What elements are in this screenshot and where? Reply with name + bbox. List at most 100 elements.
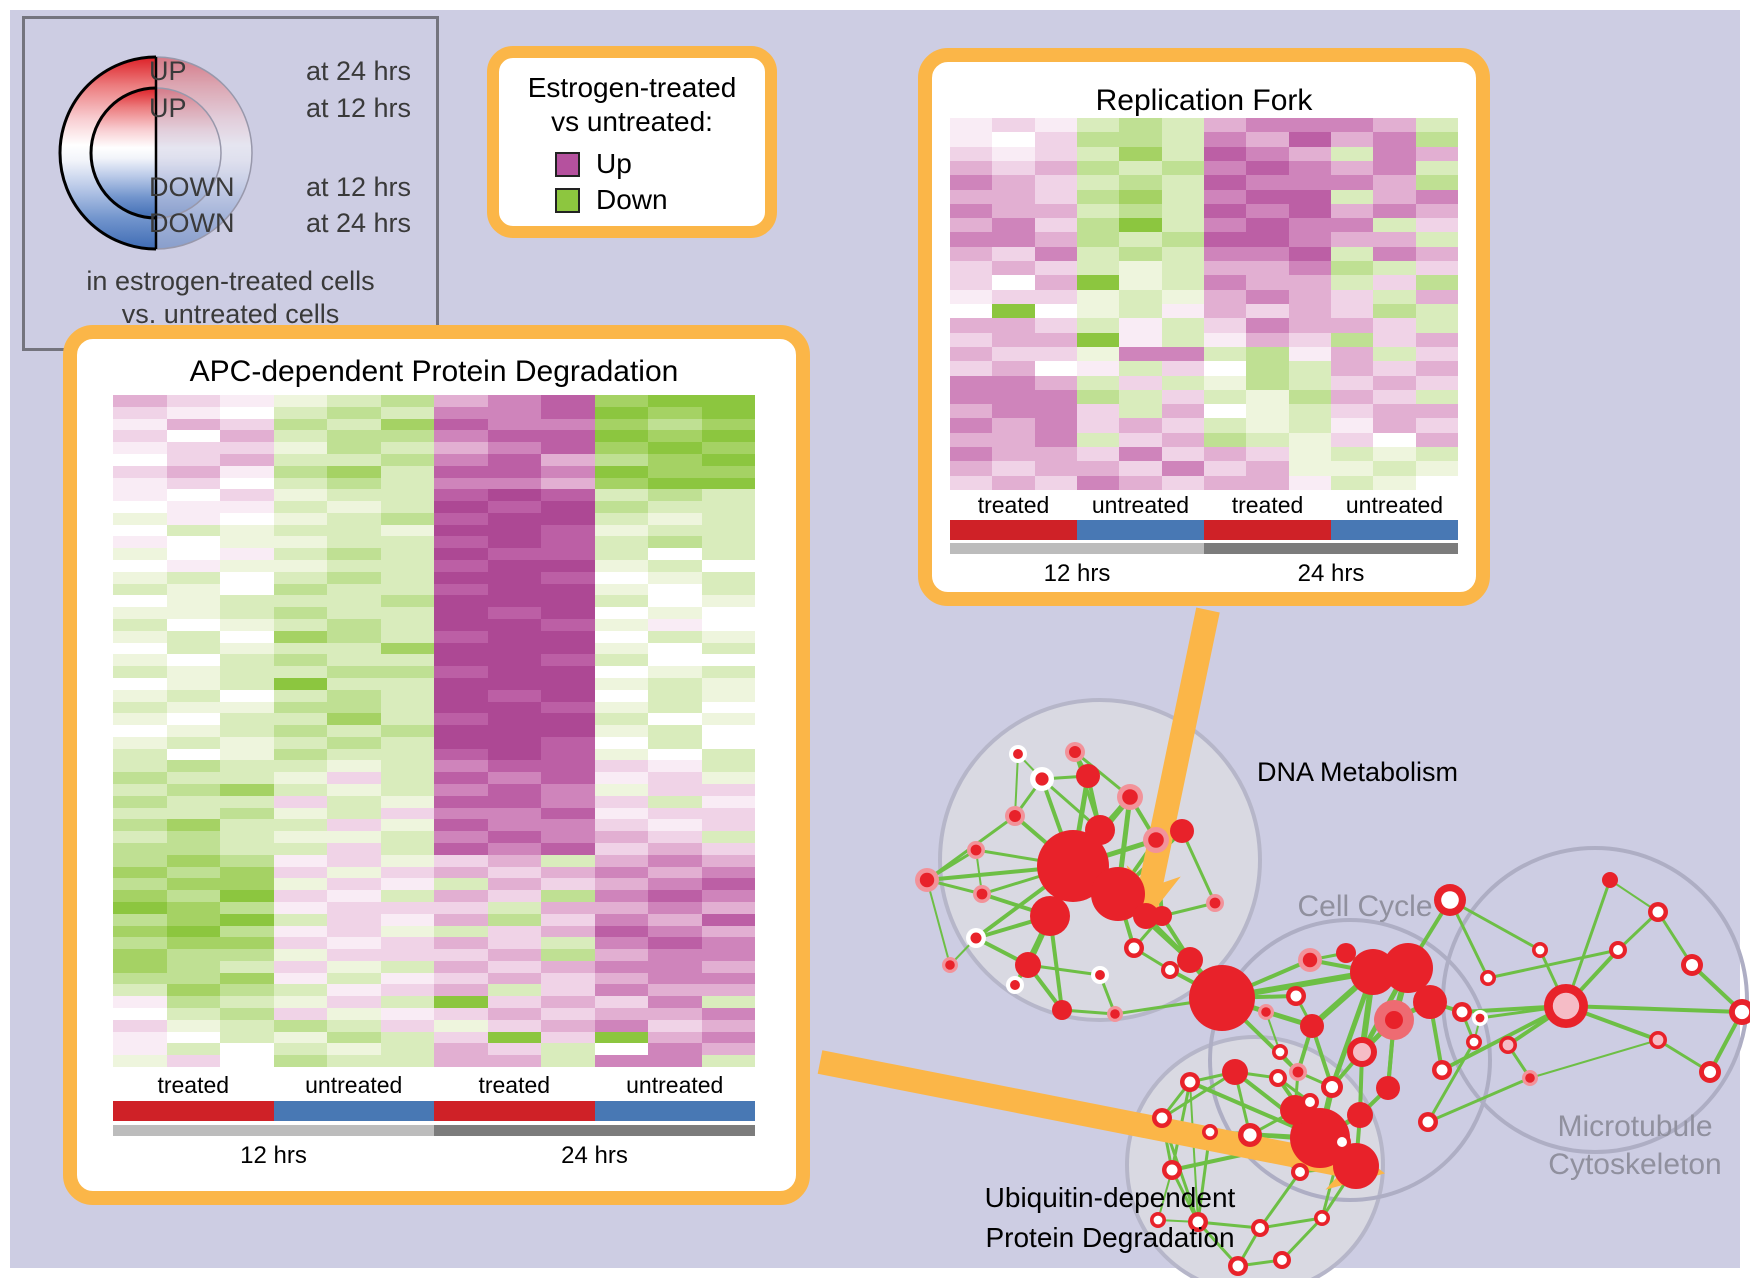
heatmap-cell — [541, 901, 595, 914]
panel-to-cluster-arrow — [1126, 607, 1220, 925]
heatmap-cell — [220, 760, 274, 773]
heatmap-cell — [594, 442, 648, 454]
heatmap-cell — [327, 583, 381, 596]
heatmap-cell — [166, 630, 220, 643]
heatmap-cell — [1119, 332, 1162, 347]
network-node-core — [919, 872, 935, 888]
heatmap-cell — [113, 819, 167, 832]
heatmap-cell — [327, 489, 381, 502]
heatmap-cell — [648, 890, 702, 902]
heatmap-cell — [487, 984, 541, 997]
heatmap-cell — [273, 807, 327, 820]
estrogen-legend-title-line1: Estrogen-treated — [527, 72, 737, 103]
heatmap-cell — [594, 937, 648, 950]
network-node-core — [1122, 789, 1138, 805]
heatmap-cell — [701, 618, 755, 631]
network-edge — [1565, 1004, 1743, 1014]
heatmap-cell — [950, 189, 993, 204]
heatmap-cell — [1034, 118, 1077, 133]
heatmap-cell — [1373, 447, 1416, 462]
heatmap-cell — [648, 489, 702, 502]
network-node-core — [1734, 1004, 1750, 1020]
heatmap-cell — [113, 772, 167, 785]
condition-bar-segment — [434, 1101, 595, 1121]
heatmap-cell — [487, 854, 541, 867]
heatmap-cell — [273, 1019, 327, 1032]
condition-bar-segment — [1331, 520, 1458, 540]
heatmap-cell — [220, 560, 274, 572]
heatmap-cell — [166, 583, 220, 596]
network-node-core — [1535, 945, 1545, 955]
heatmap-cell — [648, 583, 702, 596]
heatmap-cell — [594, 842, 648, 855]
estrogen-legend: Estrogen-treated vs untreated: Up Down — [487, 46, 777, 238]
heatmap-cell — [380, 996, 434, 1009]
heatmap-cell — [701, 949, 755, 961]
microtubule-label-line1: Microtubule — [1557, 1110, 1713, 1143]
network-node-core — [1273, 1073, 1283, 1083]
heatmap-cell — [648, 972, 702, 985]
heatmap-cell — [273, 595, 327, 608]
heatmap-cell — [166, 395, 220, 407]
heatmap-cell — [166, 595, 220, 608]
heatmap-cell — [1246, 118, 1289, 133]
heatmap-cell — [1076, 261, 1120, 276]
heatmap-cell — [541, 890, 595, 902]
heatmap-cell — [434, 819, 488, 832]
heatmap-cell — [541, 831, 595, 843]
heatmap-cell — [113, 666, 167, 678]
heatmap-cell — [1415, 375, 1458, 390]
heatmap-cell — [701, 406, 755, 419]
heatmap-cell — [1330, 346, 1374, 362]
network-node — [1015, 952, 1041, 978]
group-label: treated — [977, 492, 1050, 518]
heatmap-cell — [487, 1019, 541, 1032]
heatmap-cell — [434, 701, 488, 714]
network-node-core — [1209, 897, 1221, 909]
replication-group-labels: treated untreated treated untreated — [950, 492, 1458, 519]
heatmap-cell — [113, 901, 167, 914]
heatmap-cell — [434, 748, 488, 761]
heatmap-cell — [327, 866, 381, 879]
heatmap-cell — [1161, 461, 1204, 476]
key-direction: DOWN — [149, 208, 235, 238]
heatmap-cell — [1119, 160, 1162, 176]
heatmap-cell — [701, 666, 755, 678]
heatmap-cell — [950, 203, 993, 219]
heatmap-cell — [648, 1008, 702, 1020]
heatmap-cell — [380, 1008, 434, 1020]
heatmap-cell — [1415, 175, 1458, 190]
heatmap-cell — [113, 524, 167, 537]
heatmap-cell — [1119, 118, 1162, 133]
heatmap-cell — [273, 795, 327, 808]
heatmap-cell — [1288, 332, 1331, 347]
heatmap-cell — [327, 854, 381, 867]
heatmap-cell — [648, 430, 702, 443]
heatmap-cell — [220, 901, 274, 914]
heatmap-cell — [273, 583, 327, 596]
heatmap-cell — [220, 890, 274, 902]
heatmap-cell — [1330, 289, 1374, 304]
concentric-circles-icon — [58, 54, 257, 254]
heatmap-cell — [701, 736, 755, 749]
heatmap-cell — [1288, 246, 1331, 262]
heatmap-cell — [648, 1055, 702, 1067]
heatmap-cell — [1288, 289, 1331, 304]
heatmap-cell — [166, 607, 220, 619]
down-color-swatch — [555, 187, 580, 213]
heatmap-cell — [701, 772, 755, 785]
heatmap-cell — [1161, 475, 1204, 490]
heatmap-cell — [1288, 461, 1331, 476]
heatmap-cell — [113, 583, 167, 596]
heatmap-cell — [701, 489, 755, 502]
heatmap-cell — [1330, 175, 1374, 190]
heatmap-cell — [1076, 332, 1120, 347]
heatmap-cell — [541, 736, 595, 749]
heatmap-cell — [113, 595, 167, 608]
heatmap-cell — [380, 395, 434, 407]
heatmap-cell — [220, 654, 274, 667]
heatmap-cell — [220, 512, 274, 525]
heatmap-cell — [594, 901, 648, 914]
heatmap-cell — [541, 972, 595, 985]
heatmap-cell — [166, 430, 220, 443]
